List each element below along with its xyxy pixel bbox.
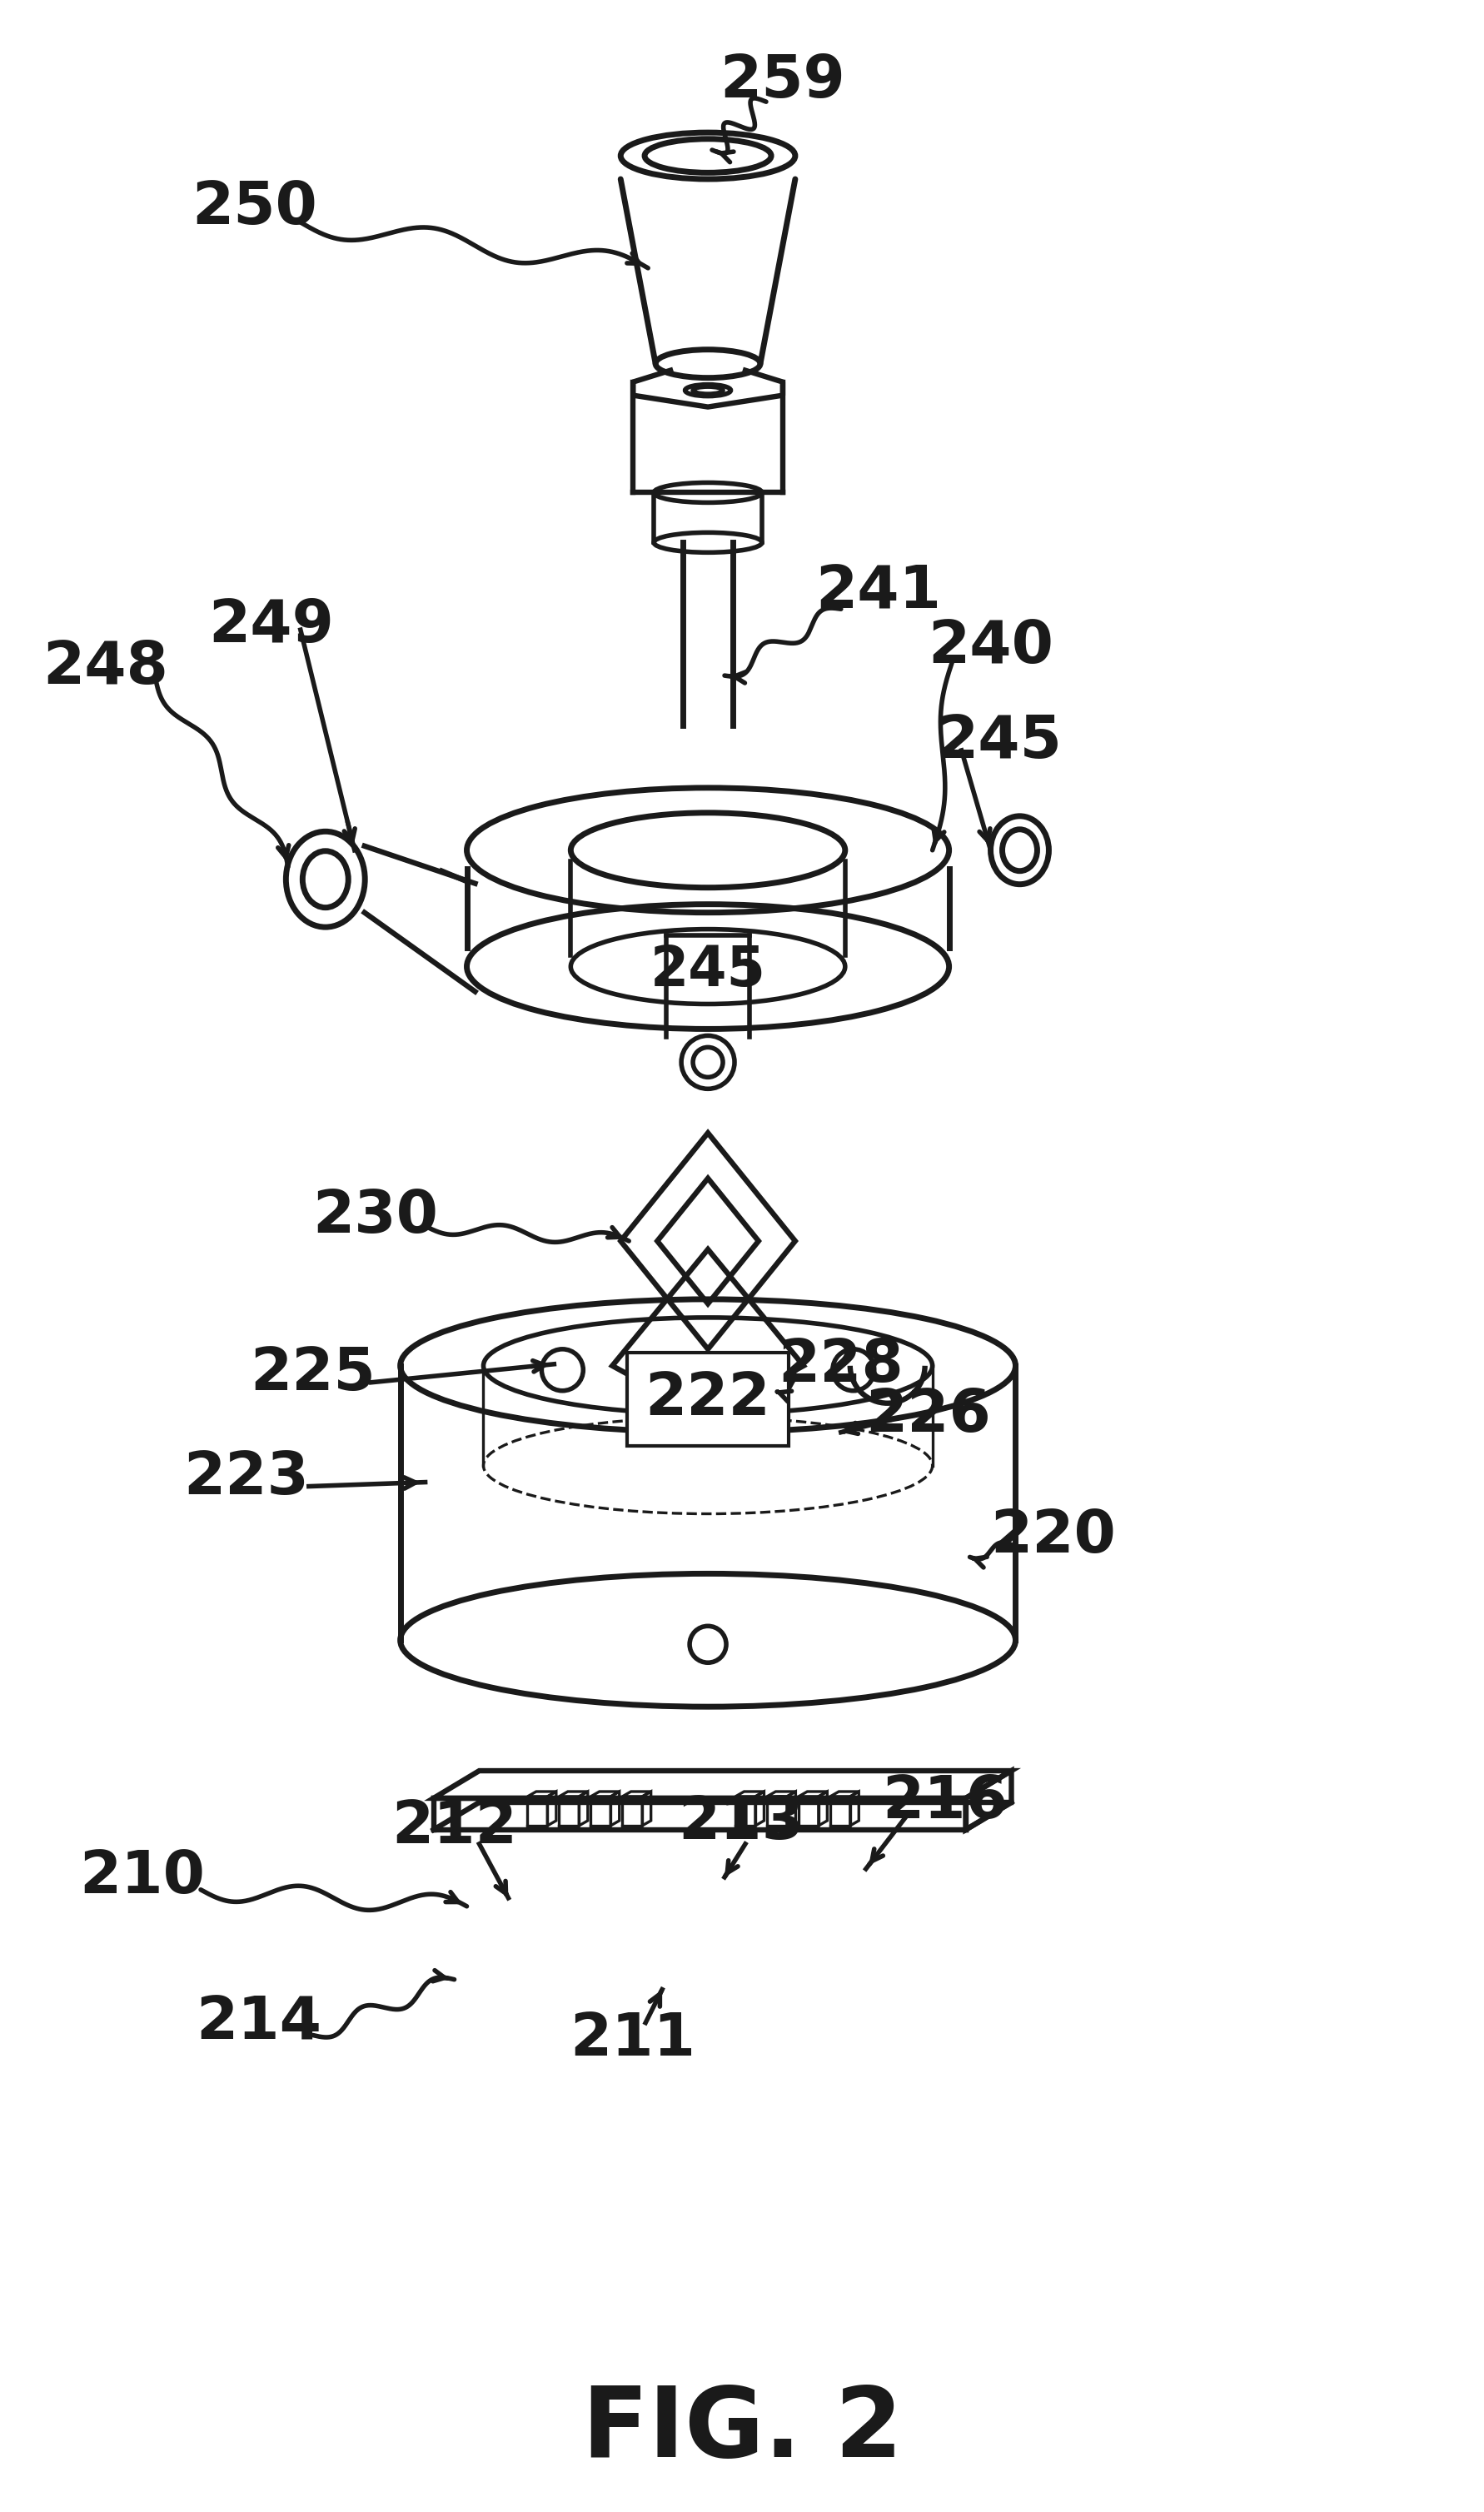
Text: 226: 226 (865, 1387, 990, 1444)
Text: 250: 250 (191, 178, 318, 236)
Text: 245: 245 (650, 942, 766, 997)
Text: FIG. 2: FIG. 2 (582, 2381, 902, 2479)
Text: 230: 230 (312, 1188, 438, 1246)
Text: 240: 240 (928, 618, 1052, 676)
Text: 220: 220 (990, 1507, 1114, 1565)
Text: 225: 225 (249, 1346, 375, 1402)
Text: 213: 213 (678, 1794, 804, 1851)
Text: 222: 222 (644, 1372, 770, 1427)
Text: 249: 249 (208, 598, 334, 656)
Text: 223: 223 (184, 1449, 309, 1507)
Text: 248: 248 (42, 638, 168, 696)
Text: 211: 211 (570, 2010, 696, 2067)
Text: 259: 259 (720, 53, 844, 111)
Text: 228: 228 (778, 1336, 904, 1394)
Text: 210: 210 (80, 1849, 205, 1907)
Text: 212: 212 (392, 1799, 516, 1856)
Text: 216: 216 (881, 1773, 1008, 1831)
Text: 245: 245 (935, 713, 1061, 771)
Text: 241: 241 (815, 563, 941, 620)
Text: 214: 214 (196, 1995, 322, 2052)
